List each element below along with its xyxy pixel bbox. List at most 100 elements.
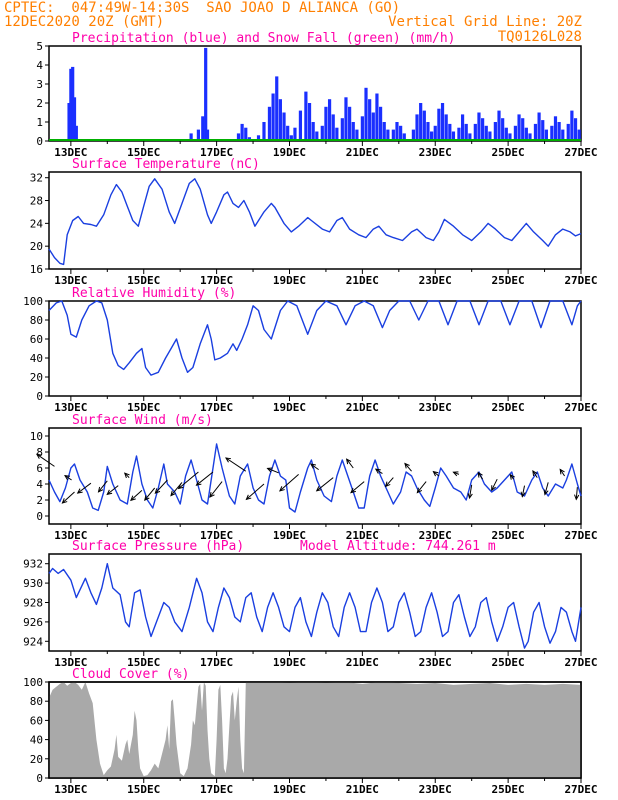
precip-bar [196,129,200,141]
wind-arrow-shaft [491,478,498,491]
precip-bar [69,68,73,141]
wind-arrow-head [559,468,565,475]
y-tick-label: 32 [30,172,43,185]
precip-bar [426,122,430,141]
panel-frame-top [48,681,582,779]
precip-bar [411,129,415,141]
x-tick-label: 13DEC [54,146,87,159]
x-tick-label: 27DEC [564,274,597,287]
precip-bar [74,125,78,141]
precip-bar [448,123,452,141]
precip-bar [382,122,386,141]
precip-bar [553,116,558,141]
wind-arrow-head [177,483,184,490]
panel-2 [45,300,582,401]
precip-bar [528,133,532,141]
panel-3 [35,427,582,529]
wind-arrow-shaft [98,480,108,493]
y-tick-label: 24 [30,217,44,230]
precip-bar [386,129,390,141]
wind-arrow-shaft [385,477,394,487]
precip-bar [67,103,71,141]
wind-arrow-head [532,470,538,477]
precip-bar [344,97,348,141]
precip-bar [402,133,406,141]
series-line [48,178,582,266]
x-tick-label: 15DEC [127,146,160,159]
x-tick-label: 27DEC [564,656,597,669]
y-tick-label: 0 [36,510,43,523]
precip-bar [368,99,372,141]
wind-arrow-head [574,494,580,501]
panel-title: Cloud Cover (%) [72,667,189,682]
precip-bar [327,99,332,141]
y-tick-label: 40 [30,352,43,365]
y-tick-label: 924 [23,635,43,648]
header-date: 12DEC2020 20Z (GMT) [4,14,164,30]
wind-arrow-shaft [154,479,168,494]
precip-bar [517,114,521,141]
panel-title: Surface Temperature (nC) [72,157,260,172]
x-tick-label: 19DEC [273,274,306,287]
wind-arrow-shaft [62,491,75,504]
wind-arrow-head [266,467,273,473]
precip-bar [278,99,282,141]
wind-arrow-shaft [106,485,119,495]
precip-bar [577,129,581,141]
x-tick-label: 15DEC [127,783,160,796]
panel-0 [45,45,582,146]
precip-bar [513,125,518,141]
precip-bar [236,133,241,141]
x-tick-label: 23DEC [419,401,452,414]
wind-arrow-head [209,492,215,498]
x-tick-label: 25DEC [492,401,525,414]
wind-arrow-shaft [77,482,92,494]
precip-bar [497,110,501,141]
wind-arrow-head [509,473,515,480]
x-tick-label: 17DEC [200,146,233,159]
wind-arrow-shaft [559,469,566,477]
wind-arrow-head [491,485,496,492]
precip-bar [415,114,419,141]
y-tick-label: 2 [36,97,43,110]
wind-arrow-shaft [36,453,55,467]
precip-bar [262,122,266,141]
x-tick-label: 19DEC [273,401,306,414]
wind-arrow-shaft [310,463,319,471]
panel-annotation: Model Altitude: 744.261 m [300,539,496,554]
wind-arrow-head [432,470,439,477]
wind-arrow-head [225,457,231,463]
x-tick-label: 19DEC [273,783,306,796]
y-tick-label: 60 [30,714,43,727]
wind-arrow-shaft [468,484,473,499]
precip-bar [460,114,465,141]
precip-bar [493,122,497,141]
precip-bar [355,129,359,141]
wind-arrow-head [130,495,136,502]
precip-bar [391,129,395,141]
precip-bar [204,47,208,141]
wind-arrow-head [61,498,68,504]
x-tick-label: 23DEC [419,274,452,287]
x-tick-label: 23DEC [419,783,452,796]
panel-title: Relative Humidity (%) [72,286,236,301]
y-tick-label: 0 [36,772,43,785]
precip-bar [573,118,578,141]
wind-arrow-shaft [350,481,365,493]
y-tick-label: 928 [23,597,43,610]
x-tick-label: 17DEC [200,401,233,414]
precip-bar [267,106,272,141]
x-tick-label: 25DEC [492,274,525,287]
x-tick-label: 27DEC [564,146,597,159]
wind-arrow-head [520,491,526,498]
precip-bar [311,122,315,141]
wind-arrow-head [315,486,322,492]
precip-bar [533,123,538,141]
x-tick-label: 17DEC [200,529,233,542]
wind-arrow-head [416,487,423,494]
precip-bar [189,133,193,141]
series-line [48,300,582,376]
precip-bar [240,123,244,141]
precip-bars [67,47,581,141]
precip-bar [331,114,335,141]
